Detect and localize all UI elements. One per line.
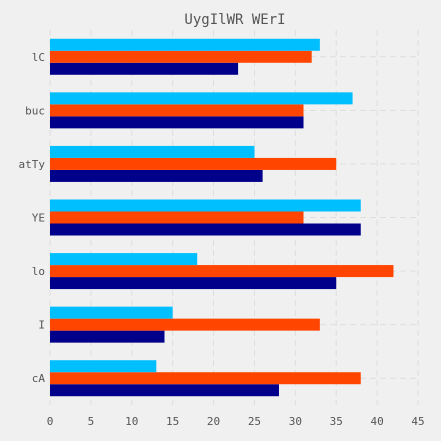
x-tick-label: 0 bbox=[47, 415, 54, 428]
chart-title: UygIlWR WErI bbox=[184, 12, 285, 28]
y-tick-label: YE bbox=[32, 212, 45, 225]
bar bbox=[50, 265, 394, 278]
x-tick-labels: 0 5 10 15 20 25 30 35 40 45 bbox=[47, 415, 425, 428]
y-tick-label: I bbox=[38, 319, 45, 332]
x-tick-label: 40 bbox=[370, 415, 383, 428]
x-tick-label: 25 bbox=[248, 415, 261, 428]
y-tick-label: atTy bbox=[19, 158, 46, 171]
y-tick-label: cA bbox=[32, 372, 46, 385]
y-tick-label: buc bbox=[25, 104, 45, 117]
x-tick-label: 5 bbox=[88, 415, 95, 428]
bar bbox=[50, 116, 304, 129]
bar bbox=[50, 38, 320, 51]
bar bbox=[50, 318, 320, 331]
bars bbox=[50, 38, 394, 397]
y-tick-label: lo bbox=[32, 265, 45, 278]
bar bbox=[50, 306, 173, 319]
bar bbox=[50, 277, 337, 290]
x-tick-label: 35 bbox=[330, 415, 343, 428]
y-tick-label: lC bbox=[32, 51, 45, 64]
y-tick-labels: cA Ilo YE atTy buc lC bbox=[19, 51, 46, 385]
bar bbox=[50, 92, 353, 105]
bar bbox=[50, 145, 255, 158]
bar bbox=[50, 372, 361, 385]
bar bbox=[50, 50, 312, 63]
bar bbox=[50, 384, 279, 397]
bar bbox=[50, 360, 157, 373]
bar bbox=[50, 211, 304, 224]
x-tick-label: 20 bbox=[207, 415, 220, 428]
bar bbox=[50, 330, 165, 343]
x-tick-label: 10 bbox=[125, 415, 138, 428]
bar bbox=[50, 223, 361, 236]
bar bbox=[50, 104, 304, 117]
bar bbox=[50, 62, 239, 75]
x-tick-label: 30 bbox=[289, 415, 302, 428]
bar bbox=[50, 169, 263, 182]
x-tick-label: 45 bbox=[411, 415, 424, 428]
bar bbox=[50, 157, 337, 170]
bar bbox=[50, 199, 361, 212]
x-tick-label: 15 bbox=[166, 415, 179, 428]
bar bbox=[50, 253, 198, 266]
